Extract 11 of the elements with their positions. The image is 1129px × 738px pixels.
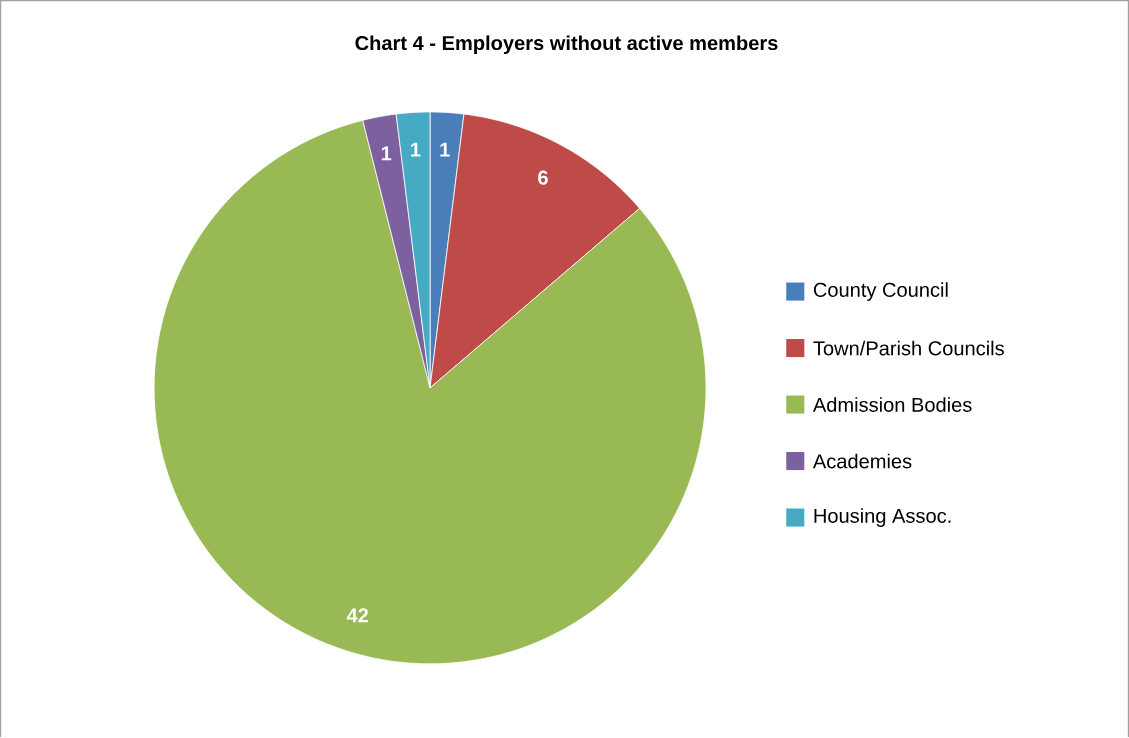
- data-label: 1: [440, 142, 450, 157]
- legend-label: Admission Bodies: [812, 397, 972, 413]
- legend-label: Town/Parish Councils: [813, 340, 1004, 356]
- data-label: 1: [411, 142, 421, 157]
- data-label: 42: [346, 608, 369, 623]
- chart-title: Chart 4 - Employers without active members: [355, 35, 778, 55]
- legend-label: Academies: [812, 453, 912, 469]
- data-label: 6: [538, 170, 548, 185]
- legend-label: County Council: [813, 282, 948, 302]
- legend-label: Housing Assoc.: [814, 508, 951, 528]
- data-label: 1: [381, 146, 392, 161]
